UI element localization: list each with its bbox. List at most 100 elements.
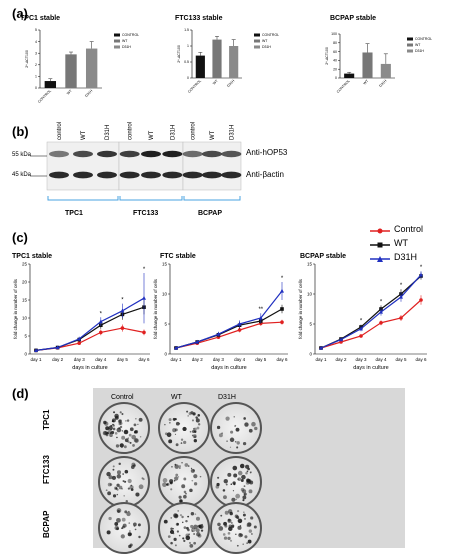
colony (234, 424, 237, 427)
colony (170, 488, 173, 491)
colony (233, 473, 238, 478)
colony-spots (164, 410, 201, 447)
colony (162, 482, 167, 487)
colony (117, 419, 122, 424)
legend-swatch (407, 43, 413, 47)
colony (197, 423, 201, 426)
band-p53 (73, 150, 93, 158)
colony-spots (215, 463, 254, 502)
colony (182, 537, 185, 540)
marker-45kda: 45 kDa (12, 172, 32, 178)
colony (164, 423, 166, 426)
col-wt: WT (171, 394, 182, 401)
colony (106, 530, 111, 535)
series-line-control (320, 299, 422, 349)
point-d31h (120, 308, 125, 313)
colony (187, 515, 190, 518)
bar-chart-title: TPC1 stable (20, 15, 60, 22)
colony (244, 518, 246, 520)
colony (191, 419, 195, 422)
colony (189, 544, 194, 548)
colony (178, 534, 181, 537)
lane-label: control (57, 122, 63, 140)
x-tick-label: day 6 (415, 357, 427, 362)
colony (179, 465, 181, 467)
y-tick-label: 20 (22, 280, 28, 285)
colony (251, 533, 253, 535)
colony (224, 510, 229, 515)
colony (222, 533, 226, 536)
colony (119, 443, 124, 448)
colony (105, 426, 110, 431)
band-p53 (221, 150, 242, 158)
x-tick-label: CONTROL (37, 89, 52, 104)
y-tick-label: 0.5 (184, 60, 189, 64)
colony (108, 425, 113, 431)
y-tick-label: 0 (187, 76, 189, 80)
y-tick-label: 5 (35, 28, 37, 32)
colony (187, 528, 190, 532)
colony (135, 417, 137, 420)
colony (134, 528, 137, 531)
lane-label: WT (149, 130, 155, 140)
colony (193, 533, 195, 535)
colony (168, 418, 172, 422)
colony (172, 417, 176, 421)
band-p53 (141, 150, 161, 158)
colony (166, 482, 170, 486)
x-tick-label: day 4 (375, 357, 387, 362)
point-d31h (216, 332, 221, 336)
bar-control (44, 81, 57, 88)
lane-label: WT (210, 130, 216, 140)
colony (223, 479, 228, 484)
colony (182, 521, 184, 524)
significance-star: * (400, 283, 403, 289)
colony (118, 419, 122, 423)
x-tick-label: day 3 (355, 357, 367, 362)
colony (251, 421, 256, 427)
colony (129, 427, 134, 432)
colony (234, 514, 239, 519)
colony-dish-0-0 (98, 402, 150, 454)
colony-dish-1-1 (158, 456, 210, 508)
colony (179, 467, 181, 469)
colony (242, 442, 247, 446)
point-control (379, 321, 383, 325)
colony (134, 430, 137, 434)
y-tick-label: 2 (35, 63, 37, 67)
colony (194, 513, 197, 515)
legend-swatch (407, 49, 413, 53)
y-tick-label: 0 (24, 352, 27, 357)
colony (116, 474, 122, 479)
growth-chart-1: TPC1 stable 0 5 10 15 20 25 day 1 day 2 day 3 day … (12, 253, 150, 371)
colony (124, 469, 129, 474)
group-bcpap: BCPAP (198, 210, 222, 217)
point-wt (280, 307, 284, 311)
colony (236, 446, 239, 449)
colony (119, 411, 122, 414)
colony (116, 488, 119, 491)
colony (243, 492, 247, 496)
colony (129, 485, 134, 490)
colony (166, 483, 169, 486)
y-tick-label: 5 (164, 322, 167, 327)
colony (183, 490, 187, 494)
colony (242, 495, 247, 500)
colony (137, 523, 141, 527)
point-d31h (258, 315, 263, 320)
colony (103, 420, 107, 425)
colony (237, 477, 242, 481)
colony (183, 440, 187, 445)
bar-wt (212, 39, 222, 78)
legend-swatch (254, 45, 260, 49)
colony (124, 510, 128, 514)
colony (128, 544, 132, 549)
colony (116, 493, 119, 496)
colony (130, 488, 134, 491)
colony (170, 541, 173, 545)
marker-55kda: 55 kDa (12, 152, 32, 158)
point-control (359, 334, 363, 338)
point-d31h (142, 296, 146, 300)
series-line-control (175, 321, 283, 349)
colony (240, 479, 244, 482)
